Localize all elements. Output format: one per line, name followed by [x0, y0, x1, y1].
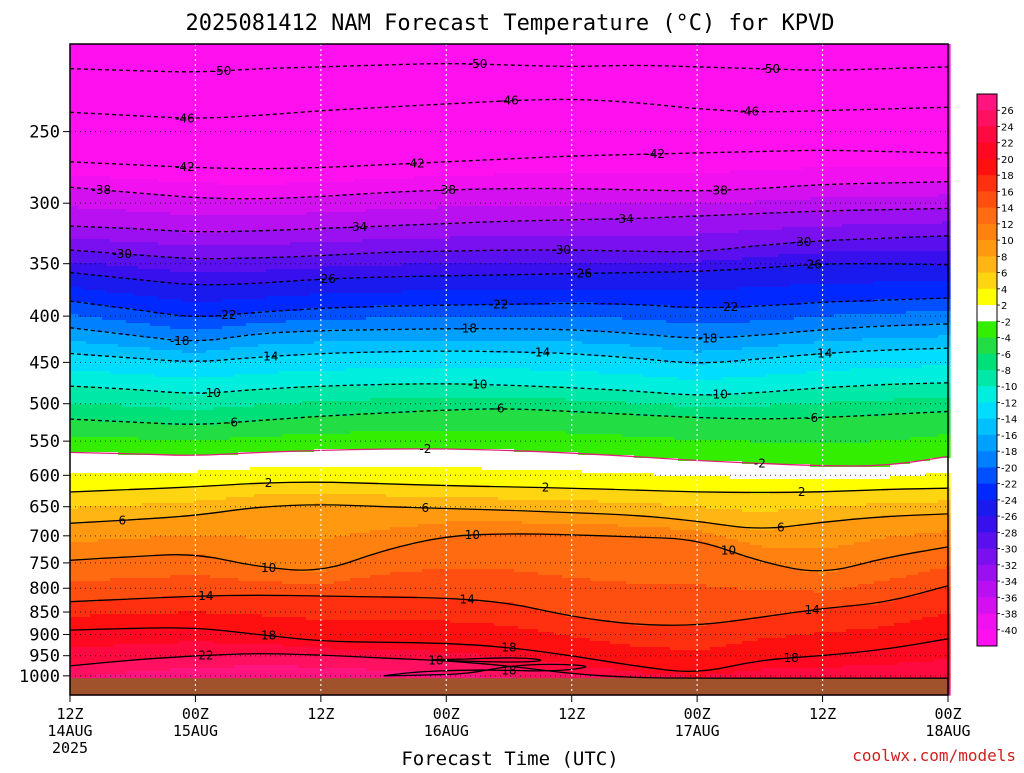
- chart-title: 2025081412 NAM Forecast Temperature (°C)…: [185, 11, 834, 36]
